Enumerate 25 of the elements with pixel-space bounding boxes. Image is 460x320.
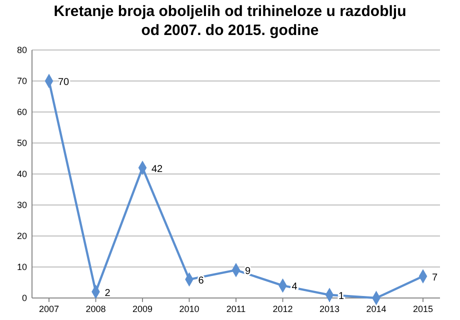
y-tick-label: 20 — [16, 231, 27, 241]
data-label: 70 — [58, 77, 70, 88]
y-tick-label: 70 — [16, 76, 27, 86]
x-tick-label: 2012 — [272, 304, 293, 314]
y-tick-label: 40 — [16, 169, 27, 179]
x-tick-label: 2010 — [179, 304, 200, 314]
y-tick-label: 30 — [16, 200, 27, 210]
x-tick-label: 2011 — [226, 304, 246, 314]
x-tick-label: 2007 — [38, 304, 60, 314]
data-label: 2 — [104, 288, 111, 299]
x-tick-label: 2008 — [86, 304, 106, 314]
x-tick-label: 2009 — [132, 304, 153, 314]
data-label: 4 — [292, 282, 298, 293]
data-label: 7 — [432, 272, 438, 284]
x-tick-label: 2014 — [366, 304, 386, 314]
y-tick-label: 80 — [16, 45, 27, 55]
y-tick-label: 50 — [16, 138, 27, 148]
y-tick-label: 10 — [16, 262, 27, 272]
chart-title: Kretanje broja oboljelih od trihineloze u razdoblju od 2007. do 2015. godine — [54, 3, 406, 39]
y-tick-label: 0 — [22, 293, 27, 303]
data-label: 42 — [152, 164, 164, 175]
data-label: 6 — [198, 275, 204, 286]
x-tick-label: 2015 — [412, 304, 434, 314]
y-tick-label: 60 — [16, 107, 27, 117]
x-tick-label: 2013 — [319, 304, 340, 314]
